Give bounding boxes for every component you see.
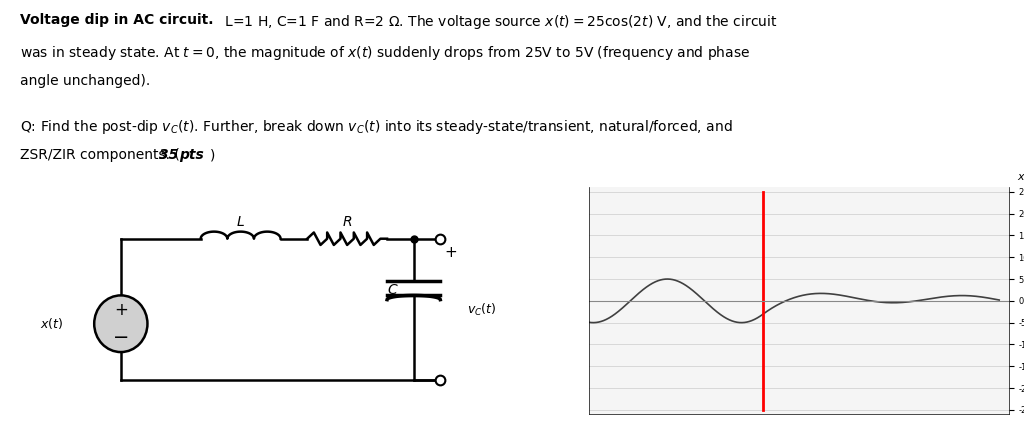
Text: L=1 H, C=1 F and R=2 $\Omega$. The voltage source $x(t) = 25\cos(2t)$ V, and the: L=1 H, C=1 F and R=2 $\Omega$. The volta… [220, 13, 777, 31]
Text: L: L [237, 215, 245, 229]
Text: 35: 35 [159, 148, 178, 162]
Text: +: + [444, 245, 458, 260]
Text: pts: pts [179, 148, 204, 162]
Text: $v_C(t)$: $v_C(t)$ [467, 302, 497, 317]
Ellipse shape [94, 296, 147, 352]
Text: R: R [342, 215, 352, 229]
Text: was in steady state. At $t = 0$, the magnitude of $x(t)$ suddenly drops from 25V: was in steady state. At $t = 0$, the mag… [20, 44, 751, 61]
Text: $\mathit{x(t)}$: $\mathit{x(t)}$ [1017, 170, 1024, 183]
Text: Voltage dip in AC circuit.: Voltage dip in AC circuit. [20, 13, 214, 27]
Text: ZSR/ZIR components. (: ZSR/ZIR components. ( [20, 148, 180, 162]
Text: C: C [387, 283, 397, 297]
Text: ): ) [210, 148, 215, 162]
Text: −: − [113, 328, 129, 347]
Text: +: + [114, 300, 128, 319]
Text: angle unchanged).: angle unchanged). [20, 74, 151, 88]
Text: Q: Find the post-dip $v_C(t)$. Further, break down $v_C(t)$ into its steady-stat: Q: Find the post-dip $v_C(t)$. Further, … [20, 118, 733, 136]
Text: $x(t)$: $x(t)$ [40, 316, 63, 331]
